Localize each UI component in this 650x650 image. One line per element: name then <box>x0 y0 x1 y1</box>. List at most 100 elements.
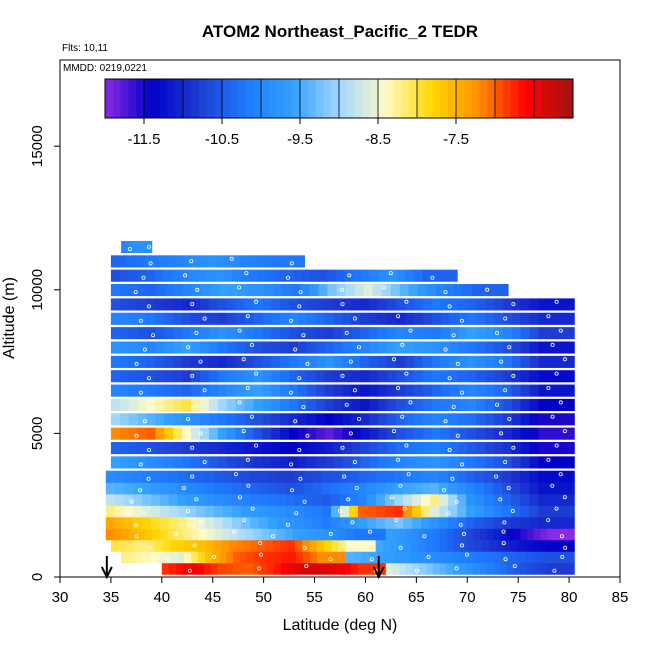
heatmap-cell <box>323 528 332 541</box>
heatmap-cell <box>217 384 228 397</box>
sample-marker <box>558 472 563 477</box>
heatmap-cell <box>396 341 406 354</box>
heatmap-cell <box>457 482 467 495</box>
heatmap-cell <box>421 516 431 529</box>
heatmap-cell <box>440 384 451 397</box>
heatmap-cell <box>200 327 210 340</box>
heatmap-cell <box>467 442 477 455</box>
heatmap-cell <box>271 427 281 440</box>
heatmap-cell <box>502 370 513 383</box>
heatmap-cell <box>458 442 468 455</box>
heatmap-cell <box>538 539 547 552</box>
heatmap-cell <box>289 456 299 469</box>
heatmap-cell <box>175 528 185 541</box>
colorbar-segment <box>120 79 129 118</box>
sample-marker <box>305 361 310 366</box>
heatmap-cell <box>235 539 244 552</box>
heatmap-cell <box>262 442 272 455</box>
heatmap-cell <box>422 370 433 383</box>
heatmap-cell <box>105 470 116 483</box>
heatmap-cell <box>435 551 444 564</box>
heatmap-cell <box>330 482 341 495</box>
heatmap-cell <box>191 456 201 469</box>
heatmap-cell <box>155 442 165 455</box>
heatmap-cell <box>394 493 404 506</box>
heatmap-cell <box>226 413 237 426</box>
heatmap-cell <box>439 269 450 282</box>
sample-marker <box>443 419 448 424</box>
heatmap-cell <box>538 482 548 495</box>
sample-marker <box>194 402 199 407</box>
heatmap-cell <box>253 427 263 440</box>
heatmap-cell <box>200 370 210 383</box>
heatmap-cell <box>210 562 219 575</box>
heatmap-cell <box>449 427 459 440</box>
heatmap-cell <box>164 413 174 426</box>
heatmap-cell <box>439 562 447 575</box>
heatmap-cell <box>360 456 370 469</box>
sample-marker <box>404 299 409 304</box>
heatmap-cell <box>200 456 210 469</box>
heatmap-cell <box>169 539 178 552</box>
sample-marker <box>408 328 413 333</box>
heatmap-cell <box>258 470 269 483</box>
sample-marker <box>195 287 200 292</box>
heatmap-cell <box>404 413 415 426</box>
heatmap-cell <box>146 355 157 368</box>
x-tick-label: 50 <box>255 589 272 606</box>
sample-marker <box>198 520 203 525</box>
heatmap-cell <box>223 269 233 282</box>
heatmap-cell <box>545 539 554 552</box>
colorbar-segment <box>463 79 473 118</box>
heatmap-cell <box>312 493 323 506</box>
heatmap-cell <box>485 355 495 368</box>
sample-marker <box>422 534 427 539</box>
heatmap-cell <box>351 398 361 412</box>
heatmap-cell <box>285 505 296 518</box>
heatmap-cell <box>324 312 335 325</box>
colorbar-segment <box>456 79 465 118</box>
heatmap-cell <box>353 551 363 564</box>
heatmap-cell <box>132 516 143 529</box>
sample-marker <box>164 557 169 562</box>
heatmap-cell <box>358 482 368 495</box>
heatmap-cell <box>253 355 263 368</box>
heatmap-cell <box>520 312 531 325</box>
heatmap-cell <box>502 516 512 529</box>
heatmap-cell <box>485 413 495 426</box>
heatmap-cell <box>467 384 477 397</box>
sample-marker <box>507 416 512 421</box>
heatmap-cell <box>422 398 433 412</box>
sample-marker <box>194 330 199 335</box>
sample-marker <box>340 302 345 307</box>
heatmap-cell <box>128 240 134 254</box>
heatmap-cell <box>351 341 361 354</box>
heatmap-cell <box>413 427 424 440</box>
heatmap-cell <box>336 562 345 575</box>
heatmap-cell <box>195 505 206 518</box>
sample-marker <box>461 531 466 536</box>
heatmap-cell <box>511 413 522 426</box>
heatmap-cell <box>403 505 413 518</box>
heatmap-cell <box>280 539 288 552</box>
heatmap-cell <box>376 493 386 506</box>
heatmap-cell <box>226 341 237 354</box>
heatmap-cell <box>221 539 230 552</box>
heatmap-cell <box>170 551 178 564</box>
heatmap-cell <box>294 470 305 483</box>
heatmap-cell <box>358 505 368 518</box>
heatmap-cell <box>315 456 326 469</box>
heatmap-cell <box>240 516 251 529</box>
colorbar-segment <box>339 79 348 118</box>
heatmap-cell <box>132 470 143 483</box>
heatmap-cell <box>222 516 233 529</box>
sample-marker <box>340 445 345 450</box>
heatmap-cell <box>289 370 299 383</box>
heatmap-cell <box>324 298 335 311</box>
heatmap-cell <box>298 312 308 325</box>
heatmap-cell <box>324 413 335 426</box>
heatmap-cell <box>173 384 183 397</box>
heatmap-cell <box>318 284 329 297</box>
heatmap-cell <box>547 384 557 397</box>
heatmap-cell <box>249 493 260 506</box>
